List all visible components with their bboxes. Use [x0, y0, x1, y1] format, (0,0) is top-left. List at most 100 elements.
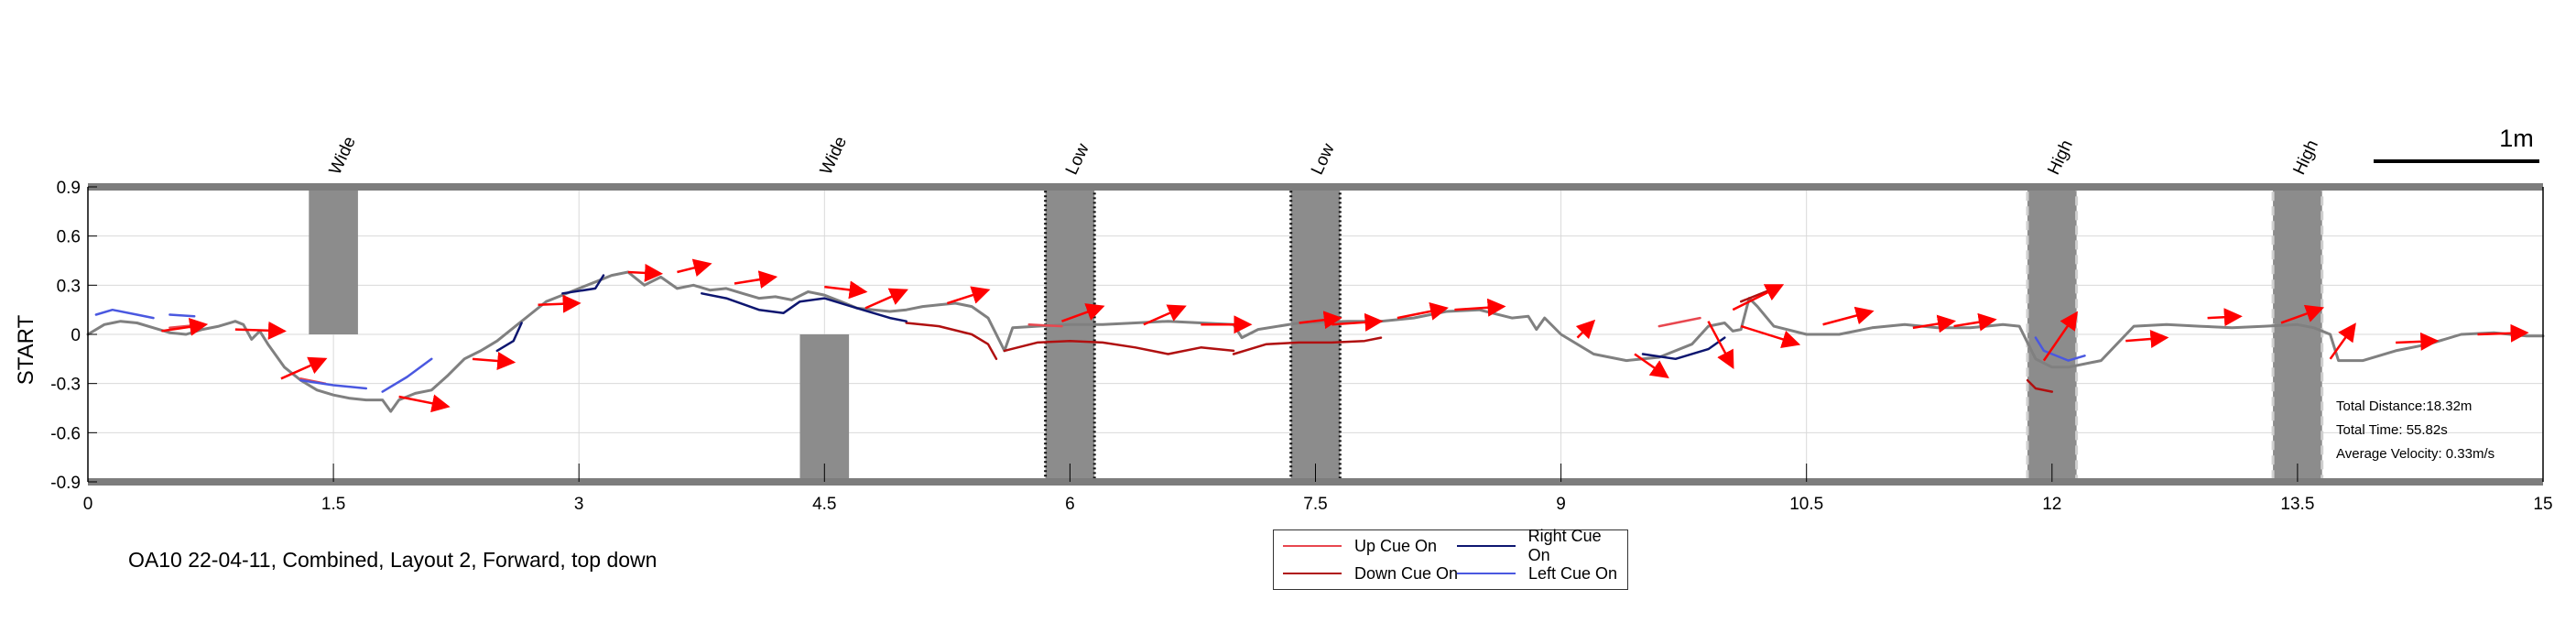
obstacle-4 [1289, 185, 1342, 484]
direction-arrows [161, 258, 2529, 413]
x-tick-label: 9 [1556, 495, 1566, 514]
direction-arrow-32 [2329, 322, 2356, 360]
direction-arrow-7 [627, 263, 664, 282]
x-tick-label: 10.5 [1789, 495, 1823, 514]
plot-top-border [88, 183, 2543, 191]
y-tick-label: 0.3 [57, 277, 81, 296]
series-left-segment-1 [94, 308, 155, 320]
series-path-segment-1 [86, 270, 2545, 413]
direction-arrow-23 [1732, 284, 1785, 311]
series-down-segment-2 [1003, 339, 1235, 355]
series-left-segment-3 [299, 378, 368, 390]
legend-item-down: Down Cue On [1283, 561, 1458, 586]
scale-bar-label: 1m [2499, 125, 2534, 152]
direction-arrow-26 [1912, 314, 1957, 333]
direction-arrow-6 [538, 294, 582, 313]
obstacle-1 [309, 187, 358, 334]
series-right-segment-3 [701, 292, 908, 322]
series-right-segment-2 [561, 274, 605, 295]
series-down-segment-3 [1232, 336, 1383, 355]
x-tick-label: 4.5 [812, 495, 836, 514]
series-down-segment-1 [905, 322, 998, 361]
obstacle-5 [2026, 185, 2079, 484]
x-tick-label: 0 [83, 495, 93, 514]
direction-arrow-3 [280, 356, 328, 380]
tick-labels: 0 1.5 3 4.5 6 7.5 9 10.5 12 13.5 15 -0.9 -0.6 -0.3 0 0.… [50, 179, 2552, 514]
y-tick-label: 0 [71, 326, 81, 345]
obstacle-label-4: Low [1308, 140, 1339, 178]
series-up-segment-3 [1027, 323, 1063, 328]
legend-item-right: Right Cue On [1457, 527, 1627, 564]
direction-arrow-12 [946, 286, 991, 305]
obstacle-label-5: High [2044, 137, 2077, 178]
obstacle-label-1: Wide [326, 134, 360, 178]
obstacle-label-3: Low [1062, 140, 1093, 178]
direction-arrow-31 [2280, 304, 2325, 324]
direction-arrow-19 [1454, 298, 1506, 317]
series-down-segment-4 [2026, 378, 2054, 393]
legend-label-up: Up Cue On [1354, 536, 1438, 555]
direction-arrow-10 [824, 280, 868, 300]
direction-arrow-22 [1707, 321, 1734, 369]
y-tick-label: 0.9 [57, 179, 81, 198]
direction-arrow-18 [1397, 302, 1449, 321]
legend-label-right: Right Cue On [1527, 527, 1602, 564]
direction-arrow-28 [2042, 311, 2079, 362]
legend-label-down: Down Cue On [1354, 563, 1459, 583]
obstacle-6 [2271, 185, 2324, 484]
direction-arrow-33 [2396, 332, 2440, 351]
direction-arrow-16 [1299, 311, 1342, 330]
series-right-segment-1 [495, 322, 523, 353]
x-tick-label: 6 [1065, 495, 1075, 514]
x-tick-label: 15 [2533, 495, 2552, 514]
obstacle-label-2: Wide [817, 134, 851, 178]
stat-total-distance: Total Distance:18.32m [2336, 398, 2472, 414]
legend: Up Cue On Right Cue On Down Cue On Left … [1273, 527, 1628, 590]
series-left-segment-5 [2034, 336, 2086, 362]
direction-arrow-14 [1143, 304, 1187, 326]
y-axis-label: START [14, 314, 38, 385]
direction-arrow-1 [161, 317, 209, 336]
legend-item-left: Left Cue On [1457, 561, 1617, 586]
legend-item-up: Up Cue On [1283, 533, 1437, 559]
series-right-segment-4 [1641, 336, 1726, 361]
direction-arrow-11 [864, 288, 908, 310]
y-tick-label: -0.6 [50, 424, 81, 443]
x-tick-label: 7.5 [1303, 495, 1327, 514]
direction-arrow-9 [734, 270, 778, 289]
obstacle-2 [799, 334, 850, 482]
legend-swatch-down [1283, 573, 1342, 574]
stat-total-time: Total Time: 55.82s [2336, 422, 2448, 438]
direction-arrow-30 [2207, 308, 2243, 327]
figure-caption: OA10 22-04-11, Combined, Layout 2, Forwa… [128, 548, 658, 572]
direction-arrow-4 [398, 394, 451, 413]
x-tick-label: 13.5 [2280, 495, 2314, 514]
stat-average-velocity: Average Velocity: 0.33m/s [2336, 446, 2494, 462]
direction-arrow-24 [1740, 324, 1801, 349]
series-up-segment-4 [1658, 316, 1701, 328]
legend-swatch-up [1283, 545, 1342, 547]
legend-swatch-right [1457, 545, 1516, 547]
direction-arrow-34 [2477, 323, 2529, 343]
obstacle-label-6: High [2289, 137, 2322, 178]
series-left-segment-4 [381, 357, 433, 393]
direction-arrow-17 [1331, 312, 1384, 332]
direction-arrow-8 [677, 258, 712, 278]
series [86, 270, 2545, 413]
y-tick-label: -0.9 [50, 474, 81, 493]
x-tick-label: 1.5 [321, 495, 345, 514]
y-tick-label: -0.3 [50, 376, 81, 395]
direction-arrow-5 [472, 352, 516, 370]
direction-arrow-29 [2125, 330, 2169, 348]
direction-arrow-13 [1061, 303, 1105, 322]
obstacle-3 [1044, 185, 1096, 484]
direction-arrow-20 [1575, 319, 1596, 340]
series-left-segment-2 [168, 313, 196, 318]
direction-arrow-25 [1822, 306, 1875, 326]
legend-swatch-left [1457, 573, 1516, 574]
y-tick-label: 0.6 [57, 228, 81, 247]
direction-arrow-2 [234, 321, 287, 340]
legend-label-left: Left Cue On [1528, 563, 1618, 583]
x-tick-label: 12 [2042, 495, 2061, 514]
